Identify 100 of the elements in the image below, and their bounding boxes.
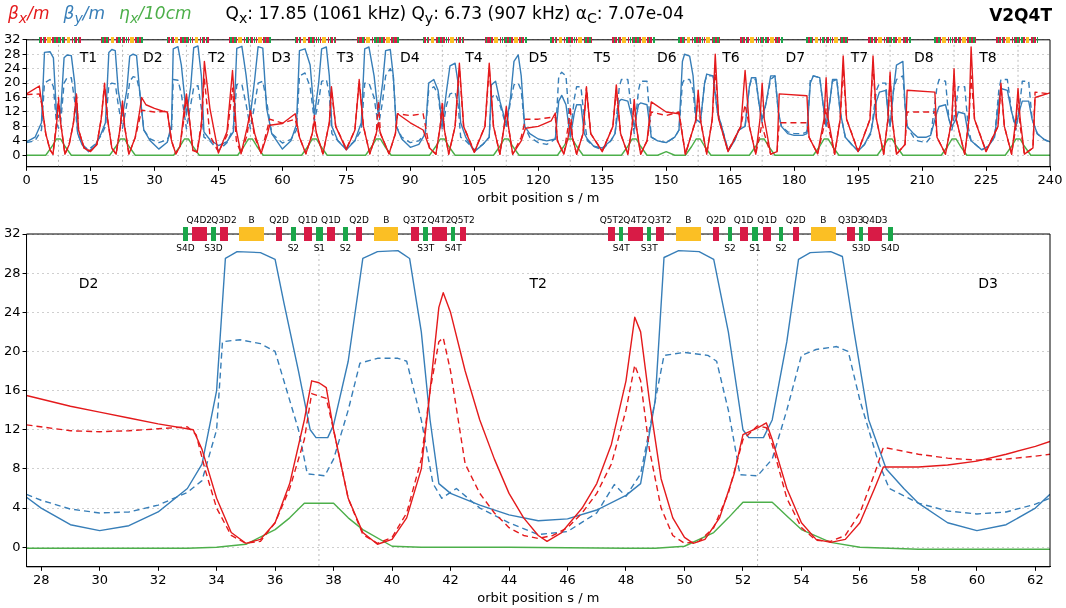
text: Q4D3	[862, 215, 888, 225]
text: Q2D	[269, 215, 289, 225]
chart-subtitle: V2Q4T	[989, 5, 1052, 25]
x-tick-label: 28	[32, 571, 50, 587]
text: Q3D2	[211, 215, 237, 225]
x-tick-label: 240	[1037, 171, 1063, 187]
x-tick-label: 50	[676, 571, 693, 587]
x-tick-label: 62	[1027, 571, 1044, 587]
annotation: D6	[656, 49, 677, 66]
text: η$_{x}$/10cm	[119, 3, 192, 27]
y-tick-label: 12	[4, 103, 21, 119]
x-tick-label: 34	[208, 571, 225, 587]
annotation: D7	[785, 49, 806, 66]
annotation: S2	[724, 243, 736, 253]
y-tick-label: 16	[4, 381, 21, 397]
annotation: T1	[78, 49, 98, 66]
annotation: D3	[271, 49, 292, 66]
x-tick-label: 195	[845, 171, 871, 187]
text: Q5T2	[450, 215, 475, 225]
x-tick-label: 60	[968, 571, 986, 587]
x-tick-label: 135	[589, 171, 615, 187]
text: Q1D	[757, 215, 777, 225]
x-tick-label: 165	[717, 171, 743, 187]
text: Q4T2	[623, 215, 648, 225]
x-tick-label: 40	[383, 571, 401, 587]
annotation: S1	[313, 243, 326, 253]
x-tick-label: 30	[146, 171, 163, 187]
x-axis-title: orbit position s / m	[477, 589, 600, 605]
annotation: S3T	[417, 243, 435, 253]
annotation: S2	[775, 243, 787, 253]
text: B	[248, 215, 255, 225]
annotation: D4	[399, 49, 420, 66]
annotation: S2	[287, 243, 300, 253]
y-tick-label: 24	[4, 303, 21, 319]
annotation: T6	[721, 49, 740, 66]
text: Q4T2	[427, 215, 452, 225]
text: β$_{x}$/m	[8, 3, 50, 27]
y-tick-label: 8	[12, 117, 21, 133]
x-tick-label: 30	[91, 571, 108, 587]
annotation: S1	[749, 243, 761, 253]
x-tick-label: 225	[973, 171, 999, 187]
y-tick-label: 16	[4, 88, 21, 104]
annotation: T4	[464, 49, 483, 66]
text: Q1D	[297, 215, 318, 225]
x-tick-label: 44	[500, 571, 518, 587]
text: Q2D	[785, 215, 806, 225]
y-tick-label: 4	[12, 132, 21, 148]
x-tick-label: 42	[442, 571, 459, 587]
x-tick-label: 58	[910, 571, 927, 587]
y-tick-label: 32	[4, 225, 21, 241]
annotation: T5	[592, 49, 612, 66]
chart-title: Q$_{x}$: 17.85 (1061 kHz) Q$_{y}$: 6.73 (907 kHz) α$_{C}$: 7.07e-04	[225, 3, 684, 27]
annotation: D5	[528, 49, 549, 66]
annotation: D2	[78, 274, 99, 291]
x-tick-label: 15	[82, 171, 99, 187]
y-tick-label: 0	[12, 146, 21, 162]
text: Q2D	[349, 215, 369, 225]
x-tick-label: 45	[210, 171, 227, 187]
annotation: T7	[849, 49, 869, 66]
annotation: S3D	[204, 243, 223, 253]
annotation: S3D	[852, 243, 871, 253]
y-tick-label: 32	[4, 31, 21, 47]
text: Q3D3	[837, 215, 864, 225]
annotation: S4D	[176, 243, 195, 253]
x-tick-label: 75	[338, 171, 355, 187]
x-tick-label: 46	[559, 571, 576, 587]
annotation: D8	[913, 49, 934, 66]
y-tick-label: 4	[12, 499, 21, 515]
text: Q2D	[706, 215, 727, 225]
annotation: D2	[142, 49, 163, 66]
annotation: T2	[207, 49, 226, 66]
x-tick-label: 32	[149, 571, 167, 587]
y-tick-label: 20	[4, 74, 21, 90]
series-label: β$_{y}$/m	[63, 3, 106, 27]
annotation: S4D	[880, 243, 900, 253]
annotation: T8	[978, 49, 997, 66]
annotation: D3	[978, 274, 998, 291]
text: Q3T2	[402, 215, 428, 225]
text: B	[820, 215, 827, 225]
text: Q1D	[733, 215, 754, 225]
y-tick-label: 28	[4, 264, 21, 280]
x-tick-label: 120	[525, 171, 551, 187]
x-tick-label: 36	[266, 571, 284, 587]
x-tick-label: 60	[274, 171, 291, 187]
x-tick-label: 90	[402, 171, 419, 187]
x-tick-label: 210	[909, 171, 935, 187]
text: Q5T2	[599, 215, 624, 225]
annotation: T2	[528, 274, 548, 291]
x-tick-label: 54	[793, 571, 810, 587]
x-tick-label: 48	[617, 571, 635, 587]
text: B	[685, 215, 692, 225]
annotation: S3T	[640, 243, 658, 253]
x-tick-label: 52	[734, 571, 752, 587]
y-tick-label: 8	[12, 460, 21, 476]
text: Q1D	[321, 215, 341, 225]
annotation: S4T	[612, 243, 630, 253]
x-tick-label: 56	[851, 571, 869, 587]
x-tick-label: 38	[325, 571, 342, 587]
y-tick-label: 20	[4, 342, 21, 358]
y-tick-label: 24	[4, 60, 21, 76]
